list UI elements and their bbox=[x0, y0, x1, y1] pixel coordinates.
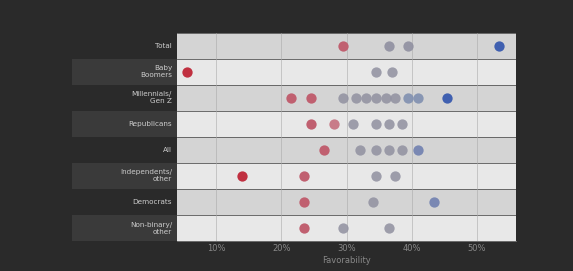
Point bbox=[404, 96, 413, 100]
Point bbox=[286, 96, 296, 100]
Point bbox=[183, 69, 192, 74]
Point bbox=[306, 122, 315, 126]
Point bbox=[352, 96, 361, 100]
Point bbox=[404, 43, 413, 48]
Point bbox=[355, 148, 364, 152]
Bar bbox=[178, 137, 516, 163]
Point bbox=[368, 200, 377, 204]
Point bbox=[384, 122, 394, 126]
Text: Republicans: Republicans bbox=[128, 121, 172, 127]
Point bbox=[381, 96, 390, 100]
Point bbox=[391, 174, 400, 178]
Text: Independents/
other: Independents/ other bbox=[120, 169, 172, 182]
Bar bbox=[72, 189, 178, 215]
Bar bbox=[178, 215, 516, 241]
Point bbox=[300, 226, 309, 230]
Bar bbox=[72, 111, 178, 137]
Point bbox=[306, 96, 315, 100]
Point bbox=[414, 96, 423, 100]
Point bbox=[362, 96, 371, 100]
Point bbox=[384, 43, 394, 48]
Point bbox=[371, 174, 380, 178]
Point bbox=[371, 69, 380, 74]
Point bbox=[300, 174, 309, 178]
Text: Democrats: Democrats bbox=[132, 199, 172, 205]
Bar bbox=[178, 59, 516, 85]
Text: Non-binary/
other: Non-binary/ other bbox=[130, 222, 172, 235]
Bar bbox=[72, 85, 178, 111]
Point bbox=[339, 226, 348, 230]
Bar bbox=[178, 85, 516, 111]
Point bbox=[238, 174, 247, 178]
Bar bbox=[178, 33, 516, 59]
Point bbox=[397, 148, 406, 152]
Bar bbox=[178, 111, 516, 137]
Text: Baby
Boomers: Baby Boomers bbox=[140, 65, 172, 78]
Point bbox=[387, 69, 397, 74]
Bar bbox=[178, 163, 516, 189]
Text: All: All bbox=[163, 147, 172, 153]
Point bbox=[319, 148, 328, 152]
Bar bbox=[72, 59, 178, 85]
Point bbox=[339, 43, 348, 48]
Point bbox=[371, 122, 380, 126]
Point bbox=[495, 43, 504, 48]
X-axis label: Favorability: Favorability bbox=[322, 256, 371, 265]
Point bbox=[414, 148, 423, 152]
Text: Total: Total bbox=[155, 43, 172, 49]
Bar bbox=[178, 189, 516, 215]
Point bbox=[391, 96, 400, 100]
Point bbox=[371, 96, 380, 100]
Point bbox=[384, 148, 394, 152]
Point bbox=[443, 96, 452, 100]
Bar bbox=[72, 137, 178, 163]
Point bbox=[430, 200, 439, 204]
Point bbox=[348, 122, 358, 126]
Bar bbox=[72, 215, 178, 241]
Point bbox=[339, 96, 348, 100]
Point bbox=[384, 226, 394, 230]
Point bbox=[300, 200, 309, 204]
Bar bbox=[72, 33, 178, 59]
Bar bbox=[72, 163, 178, 189]
Point bbox=[397, 122, 406, 126]
Point bbox=[371, 148, 380, 152]
Point bbox=[329, 122, 338, 126]
Text: Millennials/
Gen Z: Millennials/ Gen Z bbox=[132, 91, 172, 104]
